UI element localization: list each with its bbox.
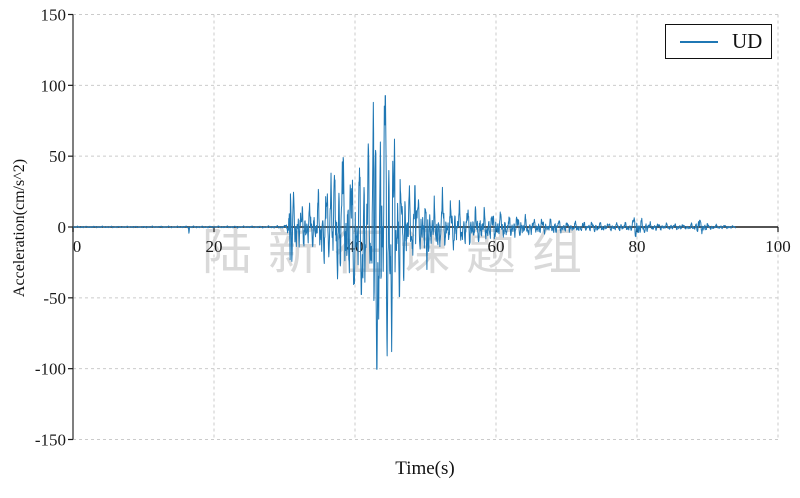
y-tick-label: 50 [49,147,66,166]
legend-label: UD [732,29,763,53]
x-tick-label: 0 [73,237,82,256]
y-tick-label: 100 [41,76,67,95]
legend-line-sample [680,40,718,43]
x-tick-label: 60 [488,237,505,256]
x-tick-label: 20 [206,237,223,256]
y-tick-label: -50 [43,289,66,308]
y-tick-label: -100 [35,360,66,379]
y-tick-label: 150 [41,6,67,25]
x-tick-label: 100 [765,237,791,256]
x-tick-label: 80 [629,237,646,256]
y-tick-label: 0 [58,218,67,237]
ud-waveform-line [72,95,736,370]
legend-box: UD [665,24,772,59]
y-tick-label: -150 [35,431,66,450]
x-axis-title: Time(s) [395,458,455,479]
